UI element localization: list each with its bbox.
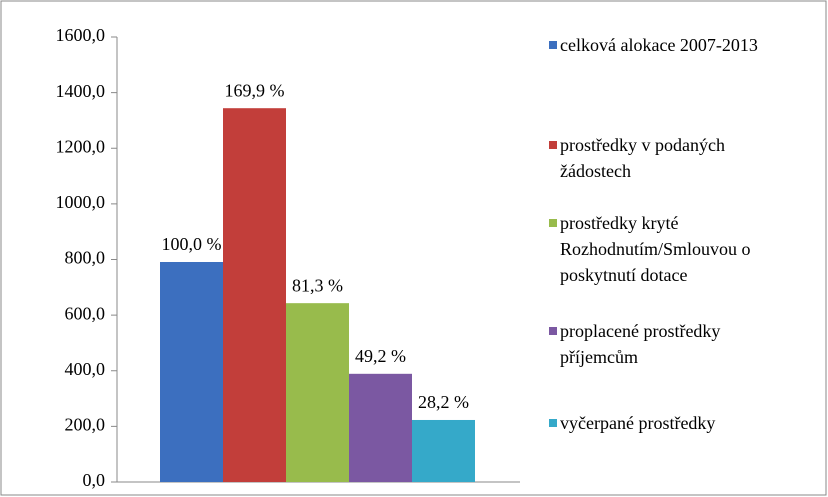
y-tick-label: 1200,0 (56, 136, 106, 156)
y-tick-label: 600,0 (65, 303, 106, 323)
y-tick-label: 0,0 (83, 470, 106, 490)
y-tick-label: 1400,0 (56, 81, 106, 101)
legend-entry: vyčerpané prostředky (549, 410, 800, 436)
y-tick-label: 1600,0 (56, 25, 106, 45)
bar-annotation: 100,0 % (162, 234, 222, 254)
legend-label: vyčerpané prostředky (560, 413, 716, 433)
y-tick-label: 400,0 (65, 359, 106, 379)
legend-entry: celková alokace 2007-2013 (549, 32, 800, 58)
legend-entry: proplacené prostředky příjemcům (549, 318, 800, 370)
legend-label: prostředky kryté Rozhodnutím/Smlouvou o … (560, 213, 751, 285)
bar (349, 373, 412, 482)
legend-swatch (549, 41, 557, 49)
legend-entry: prostředky v podaných žádostech (549, 132, 800, 184)
bar (223, 108, 286, 482)
y-tick-label: 800,0 (65, 248, 106, 268)
y-tick-label: 1000,0 (56, 192, 106, 212)
legend-label: celková alokace 2007-2013 (560, 35, 758, 55)
legend-entry: prostředky kryté Rozhodnutím/Smlouvou o … (549, 210, 800, 288)
bar (286, 303, 349, 482)
legend-label: proplacené prostředky příjemcům (560, 321, 721, 367)
bar-annotation: 81,3 % (292, 275, 343, 295)
legend-label: prostředky v podaných žádostech (560, 135, 725, 181)
bar-annotation: 28,2 % (418, 392, 469, 412)
legend-swatch (549, 419, 557, 427)
y-tick-label: 200,0 (65, 415, 106, 435)
bar-annotation: 169,9 % (225, 80, 285, 100)
bar (412, 419, 475, 482)
bar-annotation: 49,2 % (355, 346, 406, 366)
legend-swatch (549, 141, 557, 149)
legend-swatch (549, 327, 557, 335)
legend-swatch (549, 219, 557, 227)
bar (160, 262, 223, 482)
